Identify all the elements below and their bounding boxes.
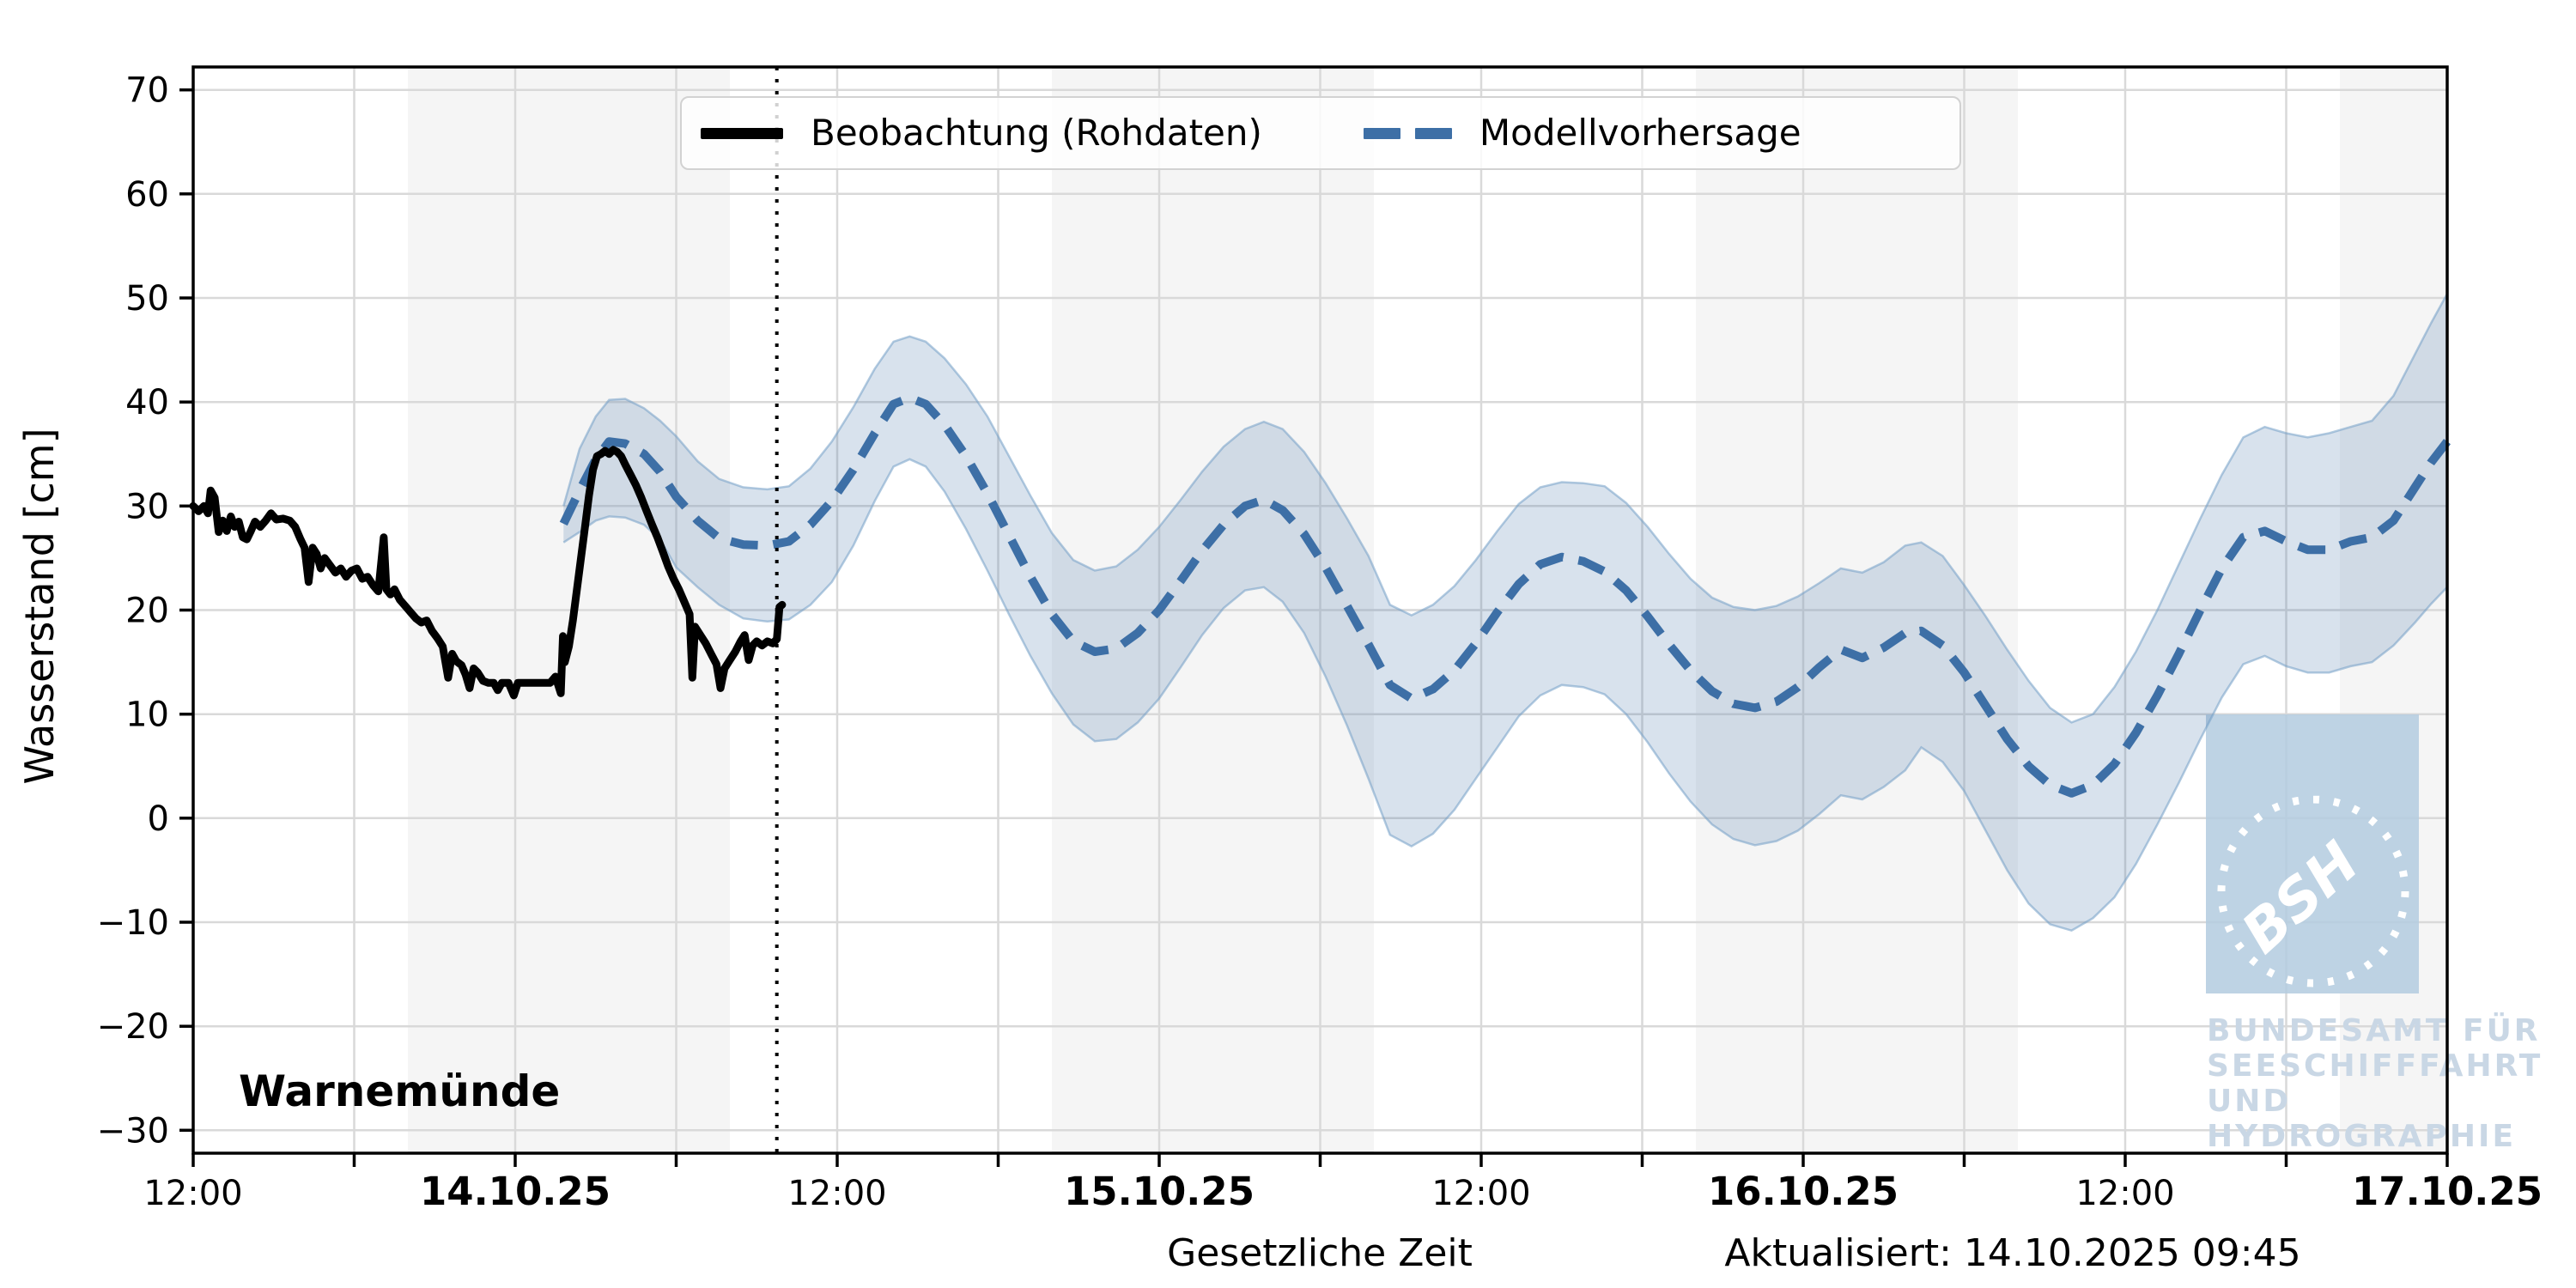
bsh-watermark-dashed-circle (2217, 795, 2409, 987)
y-tick-label: 0 (148, 799, 169, 839)
x-tick-label: 17.10.25 (2352, 1169, 2543, 1214)
y-tick-label: 40 (125, 383, 169, 422)
legend-observation-line-sample (701, 127, 783, 139)
y-tick-label: −30 (97, 1111, 169, 1151)
y-tick-label: 50 (125, 279, 169, 319)
x-tick-label: 12:00 (143, 1174, 242, 1213)
bsh-watermark-text-line: HYDROGRAPHIE (2207, 1119, 2516, 1154)
y-tick-label: 30 (125, 487, 169, 526)
legend-model-dash-sample (1363, 127, 1452, 139)
legend: Beobachtung (Rohdaten) Modellvorhersage (680, 96, 1961, 170)
band-upper-edge (562, 293, 2449, 724)
x-tick-label: 15.10.25 (1064, 1169, 1255, 1214)
y-tick-label: 10 (125, 696, 169, 735)
forecast-uncertainty-band (563, 294, 2447, 931)
y-tick-label: −20 (97, 1007, 169, 1047)
observation-line (189, 446, 787, 700)
legend-model-label: Modellvorhersage (1479, 112, 1801, 154)
x-tick-label: 14.10.25 (420, 1169, 611, 1214)
x-tick-label: 12:00 (1431, 1174, 1530, 1213)
station-name: Warnemünde (239, 1066, 561, 1116)
band-lower-edge (562, 458, 2448, 933)
x-tick-label: 16.10.25 (1708, 1169, 1899, 1214)
bsh-watermark-text-line: BUNDESAMT FÜR (2207, 1012, 2541, 1048)
x-tick-label: 12:00 (2075, 1174, 2174, 1213)
y-tick-label: 20 (125, 592, 169, 631)
model-forecast-line (559, 393, 2451, 798)
x-tick-label: 12:00 (787, 1174, 886, 1213)
y-tick-label: 60 (125, 175, 169, 215)
updated-timestamp: Aktualisiert: 14.10.2025 09:45 (1724, 1231, 2301, 1275)
x-axis-label: Gesetzliche Zeit (1167, 1231, 1473, 1275)
bsh-watermark-text-line: SEESCHIFFFAHRT (2207, 1048, 2543, 1084)
legend-observation-label: Beobachtung (Rohdaten) (811, 112, 1262, 154)
y-tick-label: −10 (97, 903, 169, 943)
y-tick-label: 70 (125, 71, 169, 111)
y-axis-label: Wasserstand [cm] (16, 428, 63, 785)
bsh-watermark-text-line: UND (2207, 1084, 2291, 1119)
